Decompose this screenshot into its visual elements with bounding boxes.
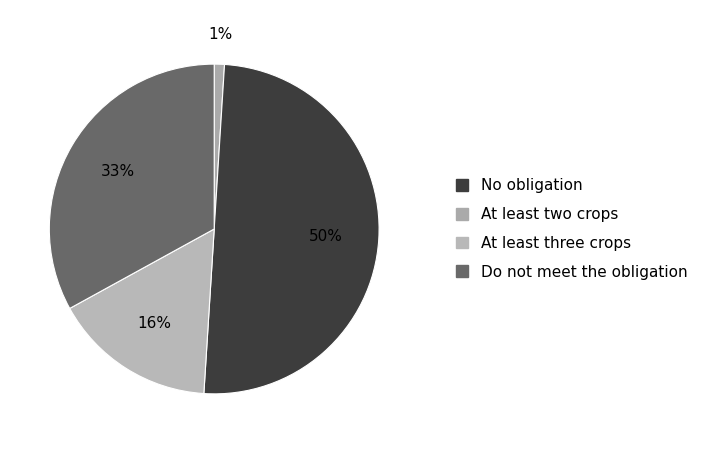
Text: 1%: 1% (208, 27, 233, 42)
Text: 16%: 16% (137, 316, 171, 331)
Text: 50%: 50% (309, 229, 343, 244)
Wedge shape (204, 65, 379, 394)
Wedge shape (49, 64, 214, 308)
Text: 33%: 33% (101, 164, 135, 180)
Legend: No obligation, At least two crops, At least three crops, Do not meet the obligat: No obligation, At least two crops, At le… (448, 171, 695, 287)
Wedge shape (214, 64, 224, 229)
Wedge shape (70, 229, 214, 393)
